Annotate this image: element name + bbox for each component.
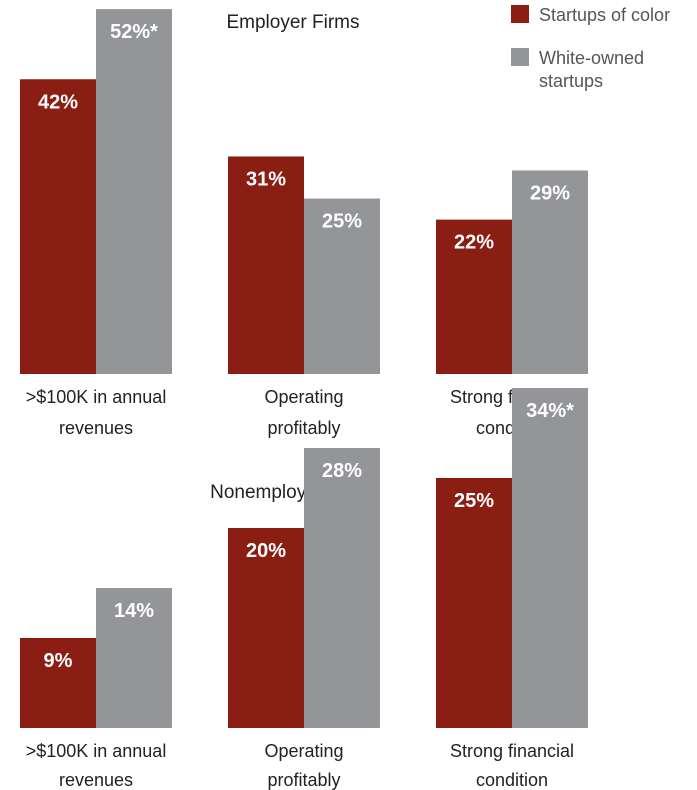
bar-data-label: 29% [530,182,570,204]
bar-data-label: 22% [454,232,494,254]
bar-data-label: 31% [246,168,286,190]
bar [436,219,512,374]
bar [304,198,380,374]
category-label: condition [476,770,548,790]
bar [20,79,96,375]
legend-label: startups [539,71,603,91]
bar [96,588,172,728]
legend-swatch [511,48,529,66]
bar [512,388,588,728]
legend-swatch [511,5,529,23]
bar [20,638,96,728]
bar [228,156,304,374]
category-label: revenues [59,418,133,438]
bar-data-label: 42% [38,91,78,113]
bar-data-label: 25% [454,490,494,512]
category-label: Operating [264,387,343,407]
bar [512,170,588,374]
chart-title: Employer Firms [226,12,359,33]
bar [96,9,172,375]
bar-data-label: 9% [44,650,73,672]
category-label: revenues [59,770,133,790]
bar-data-label: 52%* [110,21,158,43]
category-label: >$100K in annual [26,741,167,761]
category-label: Strong financial [450,741,574,761]
category-label: >$100K in annual [26,387,167,407]
category-label: profitably [267,418,340,438]
category-label: profitably [267,770,340,790]
bar-data-label: 14% [114,600,154,622]
legend-label: Startups of color [539,5,670,25]
bar-data-label: 28% [322,460,362,482]
category-label: Operating [264,741,343,761]
bar-data-label: 20% [246,540,286,562]
bar [304,448,380,728]
bar [228,528,304,728]
legend-label: White-owned [539,48,644,68]
bar-data-label: 34%* [526,400,574,422]
bar-data-label: 25% [322,211,362,233]
bar [436,478,512,728]
